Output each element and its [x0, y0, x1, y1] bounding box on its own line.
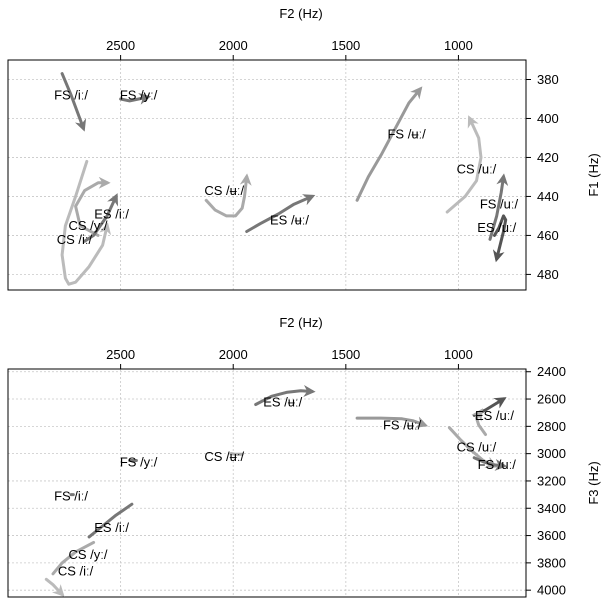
- f1-f2-vowel-label: ES /iː/: [94, 206, 129, 221]
- f1-f2-trajectory-line: [245, 194, 316, 233]
- f1-f2-x-tick-label: 2500: [106, 38, 135, 53]
- f1-f2-vowel-label: FS /yː/: [120, 88, 158, 103]
- f1-f2-trajectory-line: [74, 176, 111, 237]
- f1-f2-y-tick-label: 380: [537, 72, 559, 87]
- f3-f2-x-tick-label: 1000: [444, 347, 473, 362]
- f1-f2-y-tick-label: 440: [537, 189, 559, 204]
- f3-f2-trajectory-line: [355, 416, 429, 428]
- f1-f2-trajectory-line: [355, 86, 423, 202]
- f3-f2-y-tick-label: 4000: [537, 583, 566, 598]
- f3-f2-y-tick-label: 2800: [537, 419, 566, 434]
- f3-f2-trajectory-line: [51, 540, 96, 576]
- f1-f2-x-tick-label: 1000: [444, 38, 473, 53]
- f1-f2-trajectory-line: [60, 72, 87, 132]
- f1-f2-vowel-label: FS /iː/: [54, 88, 88, 103]
- f3-f2-x-axis-title: F2 (Hz): [279, 315, 322, 330]
- f3-f2-x-tick-label: 2500: [106, 347, 135, 362]
- f3-f2-vowel-label: CS /ʉː/: [204, 449, 244, 464]
- f1-f2-y-tick-label: 420: [537, 150, 559, 165]
- f1-f2-vowel-label: ES /ʉː/: [270, 212, 309, 227]
- f3-f2-x-tick-label: 2000: [219, 347, 248, 362]
- f1-f2-trajectory-line: [119, 92, 152, 105]
- f1-f2-trajectory-line: [445, 115, 483, 214]
- f1-f2-y-axis-title: F1 (Hz): [586, 153, 601, 196]
- f3-f2-y-tick-label: 3000: [537, 446, 566, 461]
- f1-f2-trajectory-line: [488, 173, 509, 241]
- panel-f3-vs-f2: 2500 2000 1500 1000 2400 2600 2800 3000 3200 3400…: [7, 315, 601, 598]
- f3-f2-vowel-label: CS /iː/: [58, 564, 94, 579]
- f3-f2-vowel-label: CS /yː/: [68, 547, 107, 562]
- f1-f2-trajectory-line: [60, 159, 112, 286]
- f3-f2-vowel-label: FS /uː/: [478, 457, 517, 472]
- f3-f2-trajectory-line: [44, 577, 65, 597]
- f3-f2-trajectory-line: [472, 456, 508, 471]
- f1-f2-vowel-label: CS /uː/: [457, 162, 497, 177]
- f1-f2-vowel-label: CS /iː/: [57, 232, 93, 247]
- f3-f2-y-axis-title: F3 (Hz): [586, 461, 601, 504]
- f1-f2-plot-frame: [7, 59, 527, 291]
- f3-f2-vowel-label: ES /ʉː/: [263, 394, 302, 409]
- f3-f2-y-tick-label: 2400: [537, 364, 566, 379]
- f3-f2-trajectory-line: [87, 502, 134, 539]
- f3-f2-trajectory-line: [471, 408, 487, 436]
- f3-f2-x-tick-label: 1500: [331, 347, 360, 362]
- f3-f2-plot-frame: [7, 368, 527, 598]
- f1-f2-trajectory-line: [204, 173, 252, 218]
- panel-f1-vs-f2: 2500 2000 1500 1000 380 400 420 440 460 480 F2 (Hz…: [7, 6, 601, 291]
- f1-f2-trajectory-line: [83, 193, 119, 243]
- f1-f2-x-axis-title: F2 (Hz): [279, 6, 322, 21]
- f3-f2-vowel-label: FS /ʉː/: [383, 417, 422, 432]
- f3-f2-vowel-label: ES /uː/: [475, 408, 514, 423]
- f3-f2-vowel-label: FS /yː/: [120, 454, 158, 469]
- f3-f2-y-tick-label: 3200: [537, 473, 566, 488]
- f3-f2-y-tick-label: 3800: [537, 555, 566, 570]
- f3-f2-vowel-label: ES /iː/: [94, 520, 129, 535]
- f3-f2-y-tick-label: 3600: [537, 528, 566, 543]
- f3-f2-y-tick-label: 2600: [537, 392, 566, 407]
- f1-f2-y-tick-label: 460: [537, 228, 559, 243]
- f3-f2-y-tick-label: 3400: [537, 501, 566, 516]
- f1-f2-x-tick-label: 1500: [331, 38, 360, 53]
- f3-f2-vowel-label: CS /uː/: [457, 439, 497, 454]
- f3-f2-trajectory-line: [254, 384, 316, 406]
- f3-f2-vowel-label: FS /iː/: [54, 488, 88, 503]
- f1-f2-vowel-label: FS /ʉː/: [387, 127, 426, 142]
- f1-f2-vowel-label: FS /uː/: [480, 197, 519, 212]
- f1-f2-vowel-label: CS /ʉː/: [204, 183, 244, 198]
- f1-f2-trajectory-line: [492, 214, 508, 263]
- f1-f2-x-tick-label: 2000: [219, 38, 248, 53]
- f3-f2-trajectory-line: [229, 452, 244, 456]
- f1-f2-vowel-label: CS /yː/: [68, 218, 107, 233]
- f1-f2-vowel-label: ES /uː/: [477, 220, 516, 235]
- f1-f2-y-tick-label: 400: [537, 111, 559, 126]
- f1-f2-y-tick-label: 480: [537, 267, 559, 282]
